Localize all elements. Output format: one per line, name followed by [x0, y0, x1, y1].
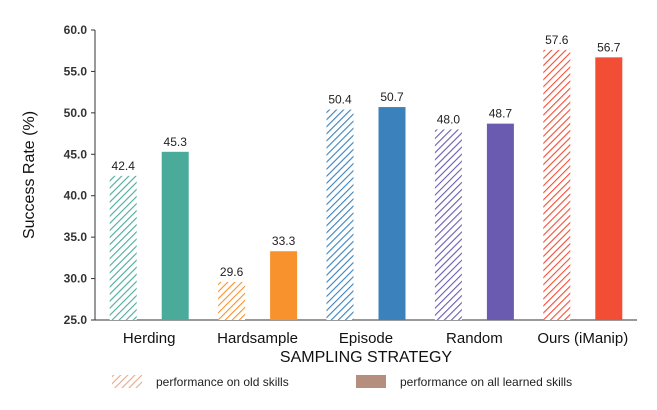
data-label: 48.7: [489, 107, 513, 121]
legend-swatch-all-skills: [356, 375, 386, 388]
category-label: Herding: [123, 330, 176, 347]
data-label: 33.3: [272, 234, 296, 248]
bar-old-skills: [218, 281, 246, 320]
bar-all-skills: [378, 107, 406, 320]
bar-old-skills: [543, 49, 571, 321]
legend: performance on old skills performance on…: [112, 375, 572, 389]
category-label: Ours (iManip): [537, 330, 628, 347]
legend-swatch-old-skills: [112, 375, 142, 388]
data-label: 48.0: [437, 112, 461, 126]
y-tick-label: 60.0: [64, 23, 88, 37]
bar-old-skills: [109, 175, 137, 320]
data-label: 45.3: [164, 135, 188, 149]
data-label: 29.6: [220, 265, 244, 279]
y-tick-label: 30.0: [64, 272, 88, 286]
data-label: 42.4: [112, 159, 136, 173]
y-tick-label: 50.0: [64, 106, 88, 120]
y-axis-title: Success Rate (%): [21, 111, 38, 239]
y-tick-label: 55.0: [64, 64, 88, 78]
bar-all-skills: [161, 151, 189, 320]
bar-all-skills: [595, 57, 623, 320]
category-label: Random: [446, 330, 503, 347]
y-tick-label: 40.0: [64, 189, 88, 203]
bar-old-skills: [326, 109, 354, 321]
y-tick-label: 45.0: [64, 147, 88, 161]
bar-all-skills: [270, 251, 298, 320]
bar-all-skills: [486, 123, 514, 320]
data-label: 56.7: [597, 40, 621, 54]
category-label: Hardsample: [217, 330, 298, 347]
y-tick-label: 25.0: [64, 313, 88, 327]
x-axis-title: SAMPLING STRATEGY: [280, 349, 453, 366]
data-label: 57.6: [545, 33, 569, 47]
y-tick-label: 35.0: [64, 230, 88, 244]
legend-label-old-skills: performance on old skills: [156, 375, 289, 389]
legend-label-all-skills: performance on all learned skills: [400, 375, 572, 389]
bar-old-skills: [434, 129, 462, 320]
data-label: 50.4: [328, 93, 352, 107]
data-label: 50.7: [380, 90, 404, 104]
category-label: Episode: [339, 330, 393, 347]
